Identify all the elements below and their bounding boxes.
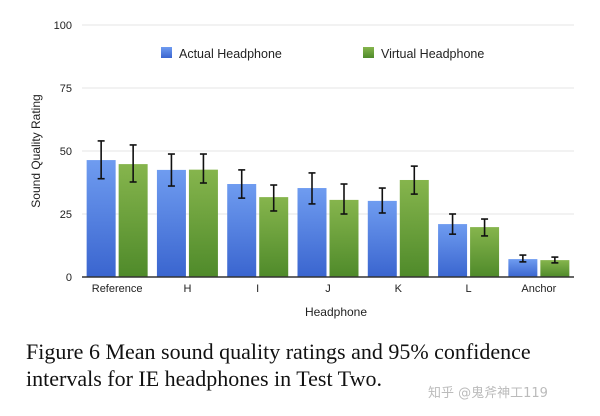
x-tick-label: Anchor <box>521 283 556 295</box>
bar-virtual <box>188 169 218 277</box>
error-bar <box>97 140 105 180</box>
bars <box>86 160 570 277</box>
x-tick-label: J <box>325 283 331 295</box>
y-tick-labels: 0 25 50 75 100 <box>54 20 72 284</box>
error-bar <box>481 218 489 237</box>
error-bar <box>519 254 527 263</box>
legend-label-actual: Actual Headphone <box>179 47 282 61</box>
watermark: 知乎 @鬼斧神工119 <box>428 386 548 401</box>
y-tick-label: 25 <box>60 209 72 221</box>
gridlines <box>82 24 574 215</box>
bar-actual <box>86 160 116 277</box>
x-tick-label: Reference <box>92 283 143 295</box>
bar-actual <box>227 184 257 277</box>
error-bar <box>340 183 348 215</box>
x-tick-label: I <box>256 283 259 295</box>
error-bar <box>167 153 175 187</box>
y-axis-label: Sound Quality Rating <box>29 94 43 207</box>
error-bars <box>97 140 559 264</box>
bar-chart: 0 25 50 75 100 Reference H I J K L Anchor Sound Qu… <box>29 20 574 319</box>
legend-swatch-virtual <box>363 47 374 58</box>
figure-caption: Figure 6 Mean sound quality ratings and … <box>26 339 531 391</box>
x-tick-labels: Reference H I J K L Anchor <box>92 283 557 295</box>
bar-actual <box>156 169 186 277</box>
error-bar <box>410 165 418 195</box>
error-bar <box>199 153 207 184</box>
error-bar <box>129 144 137 183</box>
y-tick-label: 100 <box>54 20 72 32</box>
x-tick-label: H <box>183 283 191 295</box>
y-tick-label: 0 <box>66 272 72 284</box>
error-bar <box>449 213 457 235</box>
x-tick-label: L <box>466 283 472 295</box>
bar-virtual <box>540 260 570 277</box>
legend-swatch-actual <box>161 47 172 58</box>
bar-virtual <box>118 164 148 277</box>
x-axis-label: Headphone <box>305 305 367 319</box>
bar-actual <box>508 259 538 277</box>
error-bar <box>238 169 246 199</box>
x-tick-label: K <box>395 283 403 295</box>
y-tick-label: 75 <box>60 83 72 95</box>
bar-virtual <box>399 179 429 277</box>
y-tick-label: 50 <box>60 146 72 158</box>
legend-label-virtual: Virtual Headphone <box>381 47 484 61</box>
error-bar <box>270 184 278 212</box>
legend: Actual Headphone Virtual Headphone <box>161 47 484 61</box>
error-bar <box>551 256 559 264</box>
error-bar <box>378 187 386 214</box>
error-bar <box>308 172 316 205</box>
